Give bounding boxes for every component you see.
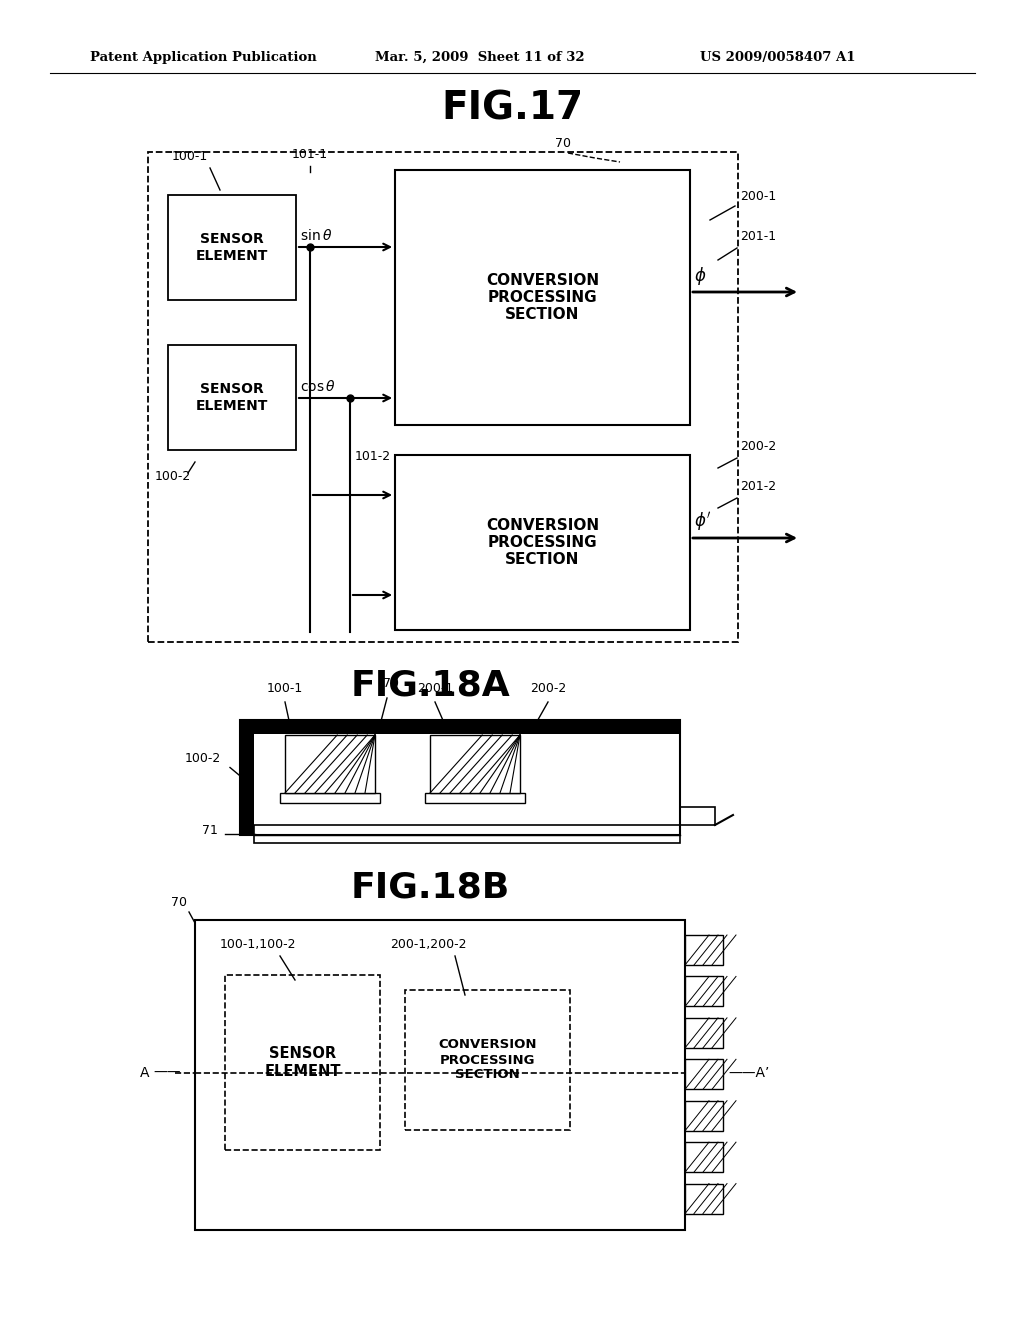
Text: Patent Application Publication: Patent Application Publication <box>90 50 316 63</box>
Text: 101-1: 101-1 <box>292 148 328 161</box>
Text: 101-2: 101-2 <box>355 450 391 463</box>
Text: 100-1,100-2: 100-1,100-2 <box>220 939 297 950</box>
Bar <box>254 825 680 843</box>
Bar <box>685 935 723 965</box>
Bar <box>406 990 570 1130</box>
Bar <box>195 920 685 1230</box>
Bar <box>240 719 680 836</box>
Text: 70: 70 <box>171 896 187 909</box>
Bar <box>685 977 723 1006</box>
Bar <box>395 170 690 425</box>
Text: 100-2: 100-2 <box>155 470 191 483</box>
Bar <box>685 1018 723 1048</box>
Text: A: A <box>140 1067 150 1080</box>
Text: 71: 71 <box>202 824 218 837</box>
Text: $\sin\theta$: $\sin\theta$ <box>300 228 333 243</box>
Text: FIG.18B: FIG.18B <box>350 871 510 906</box>
Text: FIG.17: FIG.17 <box>441 88 583 127</box>
Text: 70: 70 <box>555 137 571 150</box>
Text: 200-1: 200-1 <box>740 190 776 203</box>
Bar <box>680 807 715 825</box>
Text: 200-1,200-2: 200-1,200-2 <box>390 939 467 950</box>
Text: CONVERSION
PROCESSING
SECTION: CONVERSION PROCESSING SECTION <box>438 1039 537 1081</box>
Bar <box>425 793 525 803</box>
Bar <box>240 719 680 734</box>
Bar <box>225 975 380 1150</box>
Text: US 2009/0058407 A1: US 2009/0058407 A1 <box>700 50 855 63</box>
Text: SENSOR
ELEMENT: SENSOR ELEMENT <box>196 232 268 263</box>
Bar <box>168 345 296 450</box>
Text: 70: 70 <box>383 677 399 690</box>
Text: 200-1: 200-1 <box>417 682 454 696</box>
Bar <box>285 735 375 793</box>
Bar <box>685 1184 723 1213</box>
Text: 200-2: 200-2 <box>740 440 776 453</box>
Bar <box>148 152 738 642</box>
Bar <box>280 793 380 803</box>
Text: $\cos\theta$: $\cos\theta$ <box>300 379 336 393</box>
Text: 201-2: 201-2 <box>740 480 776 492</box>
Text: $\phi'$: $\phi'$ <box>694 510 712 533</box>
Bar <box>395 455 690 630</box>
Text: $\phi$: $\phi$ <box>694 265 707 286</box>
Bar <box>254 734 680 830</box>
Bar <box>168 195 296 300</box>
Text: SENSOR
ELEMENT: SENSOR ELEMENT <box>196 383 268 413</box>
Text: 200-2: 200-2 <box>529 682 566 696</box>
Text: 100-1: 100-1 <box>267 682 303 696</box>
Text: ——A’: ——A’ <box>728 1067 769 1080</box>
Bar <box>240 719 254 836</box>
Text: 100-2: 100-2 <box>185 752 221 766</box>
Text: ——: —— <box>153 1067 180 1080</box>
Bar <box>430 735 520 793</box>
Text: FIG.18A: FIG.18A <box>350 669 510 704</box>
Text: 201-1: 201-1 <box>740 230 776 243</box>
Bar <box>685 1059 723 1089</box>
Text: SENSOR
ELEMENT: SENSOR ELEMENT <box>264 1047 341 1078</box>
Text: Mar. 5, 2009  Sheet 11 of 32: Mar. 5, 2009 Sheet 11 of 32 <box>375 50 585 63</box>
Text: 100-1: 100-1 <box>172 150 208 162</box>
Bar <box>685 1101 723 1131</box>
Text: CONVERSION
PROCESSING
SECTION: CONVERSION PROCESSING SECTION <box>486 273 599 322</box>
Text: CONVERSION
PROCESSING
SECTION: CONVERSION PROCESSING SECTION <box>486 517 599 568</box>
Bar <box>685 1142 723 1172</box>
